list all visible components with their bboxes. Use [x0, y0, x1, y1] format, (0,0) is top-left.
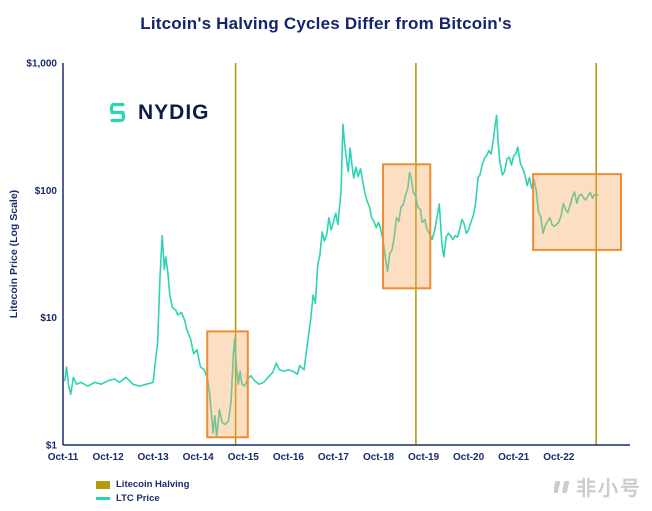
legend: Litecoin Halving LTC Price — [96, 479, 189, 504]
watermark-logo-icon — [554, 480, 570, 493]
halving-window-box — [382, 163, 432, 290]
x-tick-label: Oct-15 — [228, 452, 260, 463]
x-tick-label: Oct-19 — [408, 452, 440, 463]
x-tick-label: Oct-13 — [138, 452, 170, 463]
y-tick-label: $10 — [40, 313, 57, 324]
nydig-logo: NYDIG — [104, 99, 210, 126]
y-tick-label: $100 — [35, 186, 58, 197]
ltc-price-line — [64, 114, 599, 439]
halving-legend-label: Litecoin Halving — [116, 479, 190, 490]
nydig-logo-icon — [109, 102, 126, 123]
x-tick-label: Oct-22 — [543, 452, 575, 463]
legend-item-halving: Litecoin Halving — [96, 479, 189, 490]
x-tick-label: Oct-20 — [453, 452, 485, 463]
nydig-logo-text: NYDIG — [138, 100, 210, 124]
y-tick-label: $1 — [46, 441, 58, 452]
chart-title: Litcoin's Halving Cycles Differ from Bit… — [140, 14, 512, 33]
halving-window-box — [206, 330, 249, 439]
x-tick-label: Oct-12 — [93, 452, 125, 463]
ltc-price-legend-swatch — [96, 497, 110, 500]
x-tick-label: Oct-16 — [273, 452, 305, 463]
watermark: 非小号 — [554, 472, 642, 501]
x-tick-label: Oct-18 — [363, 452, 395, 463]
y-axis-title: Litecoin Price (Log Scale) — [8, 190, 20, 318]
ltc-price-legend-label: LTC Price — [116, 493, 160, 504]
watermark-text: 非小号 — [576, 478, 642, 500]
x-tick-label: Oct-17 — [318, 452, 350, 463]
halving-legend-swatch — [96, 480, 110, 489]
halving-window-box — [532, 173, 622, 251]
x-tick-label: Oct-11 — [48, 452, 79, 463]
x-tick-label: Oct-21 — [498, 452, 530, 463]
x-tick-label: Oct-14 — [183, 452, 215, 463]
legend-item-ltc-price: LTC Price — [96, 493, 189, 504]
y-tick-label: $1,000 — [26, 59, 57, 70]
